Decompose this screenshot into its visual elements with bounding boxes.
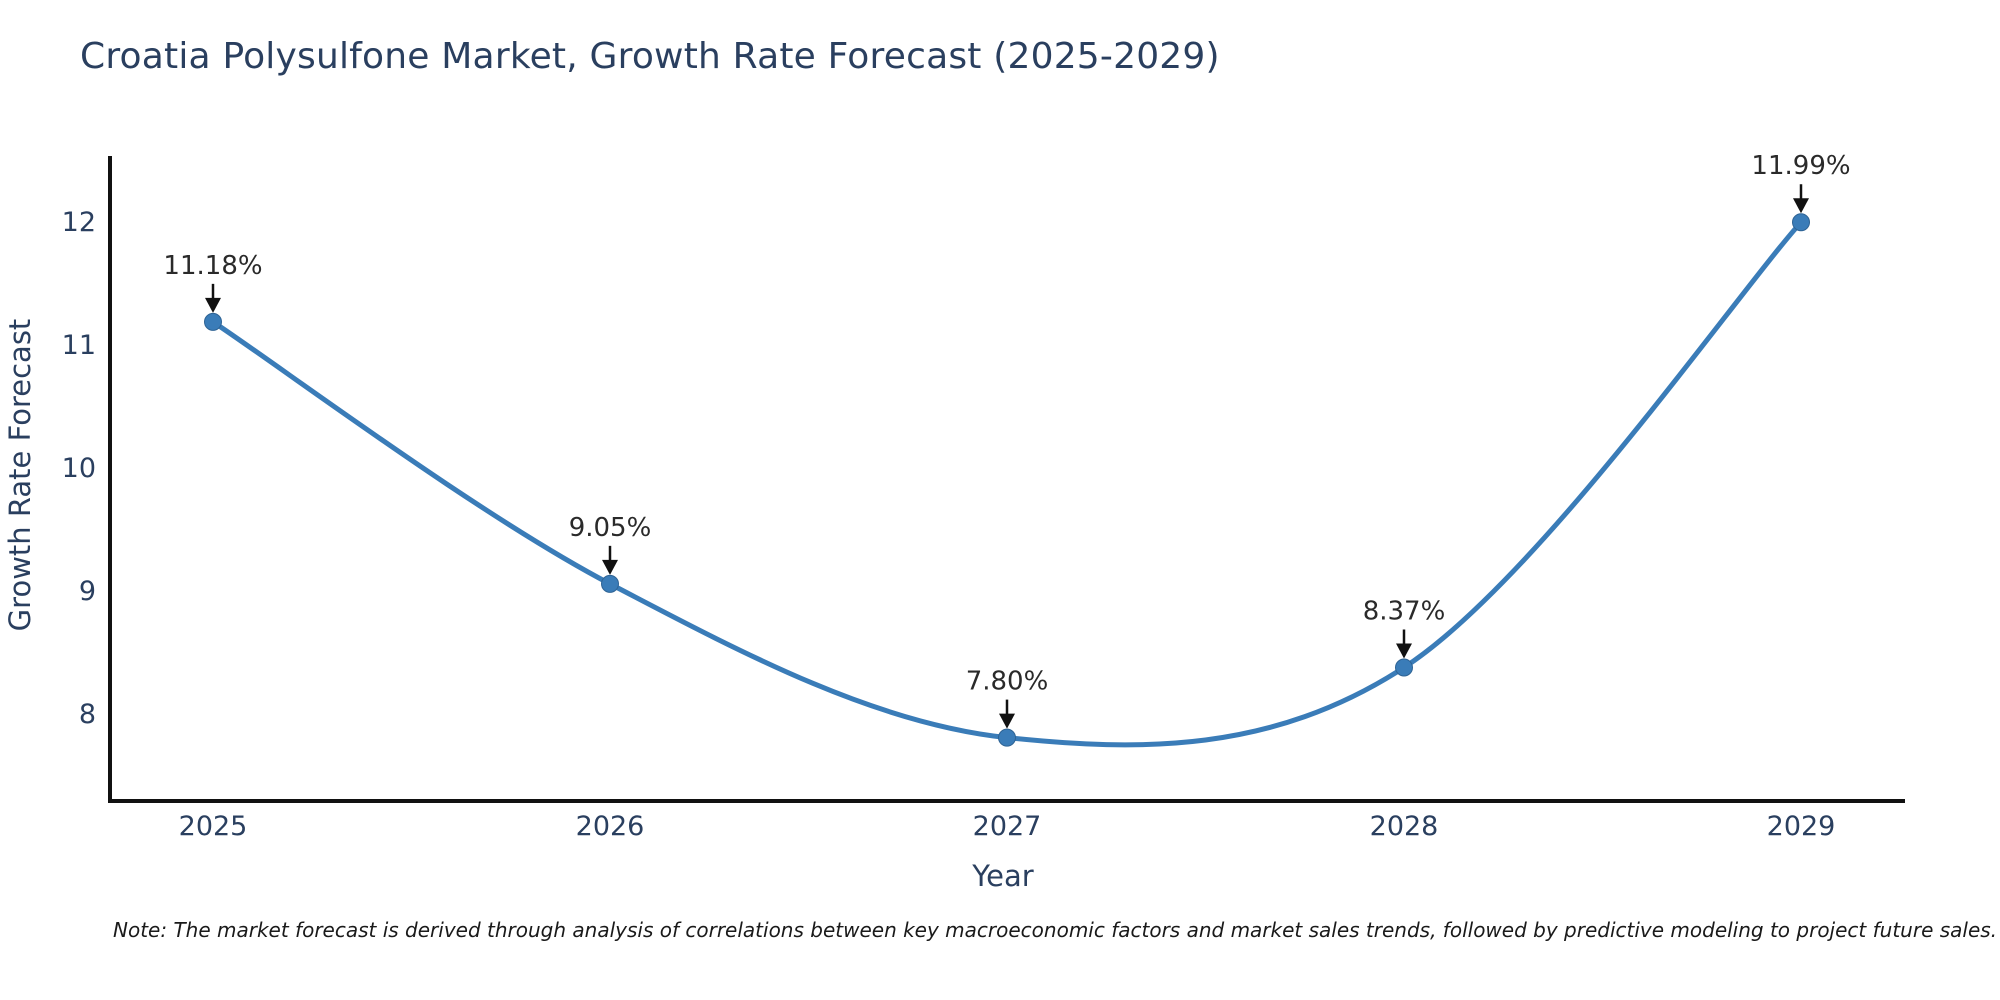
y-tick-label: 9 bbox=[79, 576, 96, 607]
point-value-label: 9.05% bbox=[569, 513, 652, 543]
point-value-label: 8.37% bbox=[1363, 596, 1446, 626]
point-value-label: 11.99% bbox=[1751, 151, 1850, 181]
footnote: Note: The market forecast is derived thr… bbox=[113, 918, 1998, 942]
x-axis-title: Year bbox=[971, 859, 1033, 893]
data-point-marker bbox=[1792, 213, 1810, 232]
data-point-marker bbox=[601, 574, 619, 593]
y-tick-label: 8 bbox=[79, 699, 96, 730]
x-tick-label: 2029 bbox=[1767, 811, 1836, 842]
annotation-arrowhead-icon bbox=[205, 297, 221, 313]
y-tick-label: 10 bbox=[62, 453, 96, 484]
data-point-marker bbox=[204, 312, 222, 331]
series-points bbox=[204, 213, 1810, 747]
axis-lines bbox=[108, 156, 1905, 803]
point-value-label: 7.80% bbox=[966, 667, 1049, 697]
y-axis-title: Growth Rate Forecast bbox=[3, 319, 37, 632]
point-annotations: 11.18% 9.05% 7.80% 8.37% 11.99% bbox=[163, 151, 1851, 729]
y-tick-label: 12 bbox=[62, 207, 96, 238]
forecast-curve bbox=[210, 219, 1804, 748]
annotation-arrowhead-icon bbox=[1793, 198, 1809, 214]
y-tick-label: 11 bbox=[62, 330, 96, 361]
data-point-marker bbox=[998, 728, 1016, 747]
annotation-arrowhead-icon bbox=[602, 559, 618, 575]
y-tick-labels: 8 9 10 11 12 bbox=[62, 207, 96, 730]
series-line bbox=[210, 219, 1804, 748]
annotation-arrowhead-icon bbox=[1396, 643, 1412, 659]
data-point-marker bbox=[1395, 658, 1413, 677]
x-tick-label: 2025 bbox=[179, 811, 248, 842]
x-tick-labels: 2025 2026 2027 2028 2029 bbox=[179, 811, 1836, 842]
point-value-label: 11.18% bbox=[163, 251, 262, 281]
annotation-arrowhead-icon bbox=[999, 713, 1015, 729]
x-tick-label: 2027 bbox=[973, 811, 1042, 842]
x-tick-label: 2026 bbox=[576, 811, 645, 842]
chart-title: Croatia Polysulfone Market, Growth Rate … bbox=[80, 36, 1220, 77]
x-tick-label: 2028 bbox=[1370, 811, 1439, 842]
